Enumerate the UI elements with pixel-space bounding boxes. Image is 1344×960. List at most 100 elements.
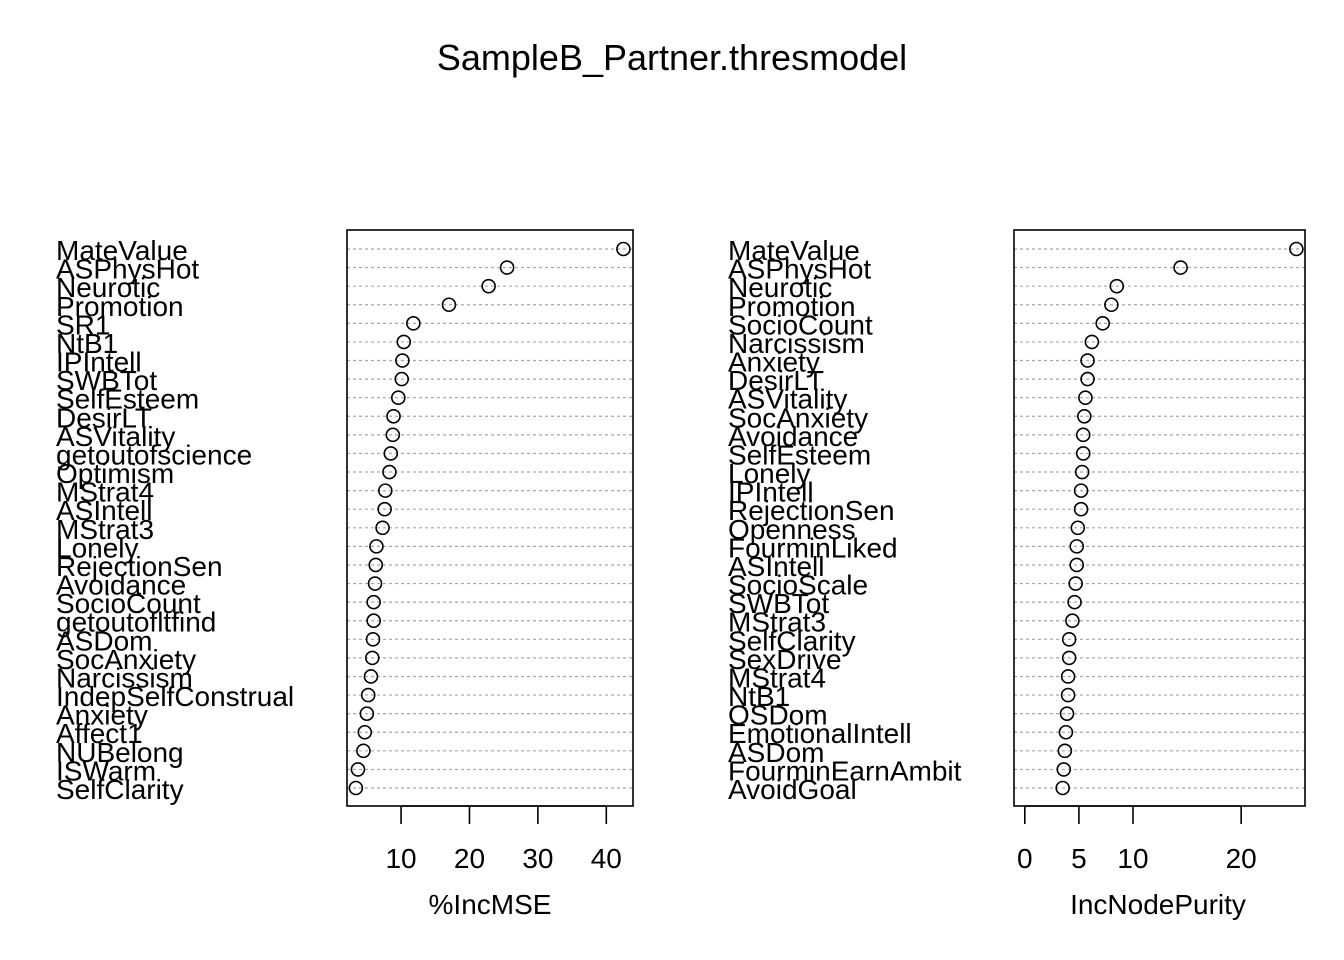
row-label: MStrat3 — [56, 514, 154, 545]
data-point — [386, 408, 401, 424]
row-label: SocioCount — [728, 309, 873, 340]
data-point — [499, 260, 515, 275]
row-label: SocAnxiety — [728, 402, 868, 433]
x-axis-label: %IncMSE — [429, 889, 552, 920]
data-point — [1056, 762, 1072, 777]
data-point — [369, 539, 384, 554]
row-label: ASDom — [56, 625, 152, 656]
data-point — [441, 297, 457, 313]
data-point — [1058, 724, 1074, 740]
data-point — [348, 780, 364, 796]
row-label: Anxiety — [56, 700, 148, 731]
row-label: IPIntell — [56, 347, 142, 378]
row-label: OSDom — [728, 700, 828, 731]
row-label: NUBelong — [56, 737, 184, 768]
row-label: Lonely — [56, 532, 139, 563]
row-label: NtB1 — [56, 328, 118, 359]
row-label: ASVitality — [56, 421, 175, 452]
data-point — [378, 483, 393, 498]
data-point — [1075, 427, 1091, 443]
chart-title: SampleB_Partner.thresmodel — [437, 37, 907, 78]
data-point — [359, 706, 375, 721]
row-label: SWBTot — [56, 365, 157, 396]
data-point — [357, 724, 373, 740]
data-point — [1109, 278, 1125, 294]
plot-frame — [1013, 229, 1306, 807]
row-label: RejectionSen — [56, 551, 223, 582]
data-point — [360, 687, 376, 703]
data-point — [406, 316, 421, 331]
x-tick-label: 10 — [385, 843, 416, 874]
data-point — [356, 743, 371, 759]
row-label: ISWarm — [56, 755, 156, 786]
panel-purity: MateValueASPhysHotNeuroticPromotionSocio… — [728, 229, 1306, 920]
data-point — [1095, 316, 1111, 331]
row-label: SR1 — [56, 309, 110, 340]
row-label: Affect1 — [56, 718, 143, 749]
row-label: IndepSelfConstrual — [56, 681, 294, 712]
row-label: SWBTot — [728, 588, 829, 619]
data-point — [1067, 594, 1082, 610]
row-label: MStrat4 — [728, 662, 826, 693]
data-point — [385, 427, 401, 443]
data-point — [366, 594, 381, 610]
row-label: Avoidance — [728, 421, 858, 452]
data-point — [1074, 464, 1090, 480]
data-point — [1061, 632, 1077, 647]
row-label: SelfEsteem — [728, 439, 871, 470]
data-point — [1065, 613, 1080, 629]
row-label: DesirLT — [728, 365, 824, 396]
row-label: SelfClarity — [56, 774, 184, 805]
data-point — [1068, 576, 1083, 591]
plot-panels: MateValueASPhysHotNeuroticPromotionSR1Nt… — [56, 229, 1306, 920]
data-point — [1073, 501, 1089, 517]
data-point — [1173, 260, 1188, 275]
data-point — [1084, 334, 1100, 350]
row-label: AvoidGoal — [728, 774, 857, 805]
data-point — [1061, 650, 1077, 666]
data-point — [391, 390, 406, 405]
data-point — [363, 669, 379, 684]
data-point — [377, 501, 392, 517]
row-label: ASIntell — [728, 551, 825, 582]
x-tick-label: 20 — [454, 843, 485, 874]
row-label: FourminLiked — [728, 532, 898, 563]
row-label: SelfClarity — [728, 625, 856, 656]
data-point — [367, 576, 383, 591]
data-point — [1059, 706, 1075, 721]
plot-frame — [346, 229, 634, 807]
row-label: ASDom — [728, 737, 824, 768]
row-label: NtB1 — [728, 681, 790, 712]
row-label: MateValue — [728, 235, 860, 266]
data-point — [1073, 483, 1089, 498]
data-point — [1075, 446, 1091, 461]
data-point — [396, 334, 412, 350]
row-label: DesirLT — [56, 402, 152, 433]
data-point — [375, 520, 390, 536]
x-axis-label: IncNodePurity — [1070, 889, 1246, 920]
row-label: getoutofltfind — [56, 607, 216, 638]
row-label: ASPhysHot — [728, 254, 871, 285]
row-label: ASPhysHot — [56, 254, 199, 285]
row-label: FourminEarnAmbit — [728, 755, 962, 786]
row-label: IPIntell — [728, 477, 814, 508]
x-tick-label: 5 — [1071, 843, 1087, 874]
data-point — [382, 464, 397, 480]
data-point — [350, 762, 366, 777]
row-label: Neurotic — [56, 272, 160, 303]
row-label: getoutofscience — [56, 439, 252, 470]
data-point — [1069, 539, 1085, 554]
row-label: SelfEsteem — [56, 384, 199, 415]
data-point — [481, 278, 496, 294]
data-point — [1289, 241, 1304, 257]
row-label: SocioScale — [728, 570, 868, 601]
data-point — [365, 650, 380, 666]
data-point — [368, 557, 384, 573]
data-point — [395, 353, 410, 368]
data-point — [1055, 780, 1070, 796]
row-label: Narcissism — [728, 328, 865, 359]
row-label: ASIntell — [56, 495, 153, 526]
data-point — [1080, 353, 1095, 368]
data-point — [366, 613, 381, 629]
